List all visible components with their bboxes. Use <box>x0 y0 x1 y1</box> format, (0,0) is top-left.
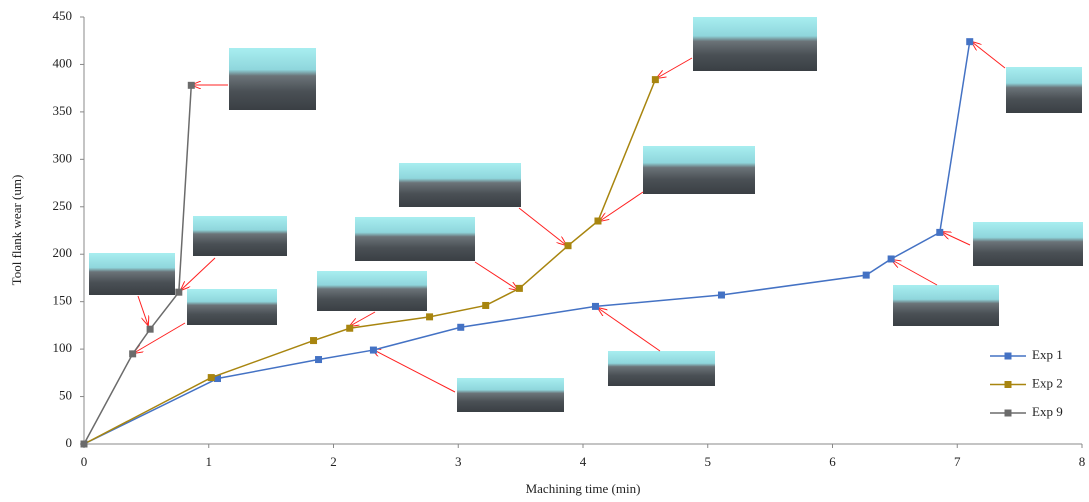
inset-image <box>399 163 521 207</box>
arrow <box>372 349 455 392</box>
arrow <box>892 260 937 285</box>
inset-image <box>643 146 755 194</box>
y-tick-label: 300 <box>53 150 73 165</box>
data-point <box>315 356 322 363</box>
data-point <box>516 285 523 292</box>
inset-image <box>355 217 475 261</box>
arrow <box>942 232 970 245</box>
legend-marker <box>1005 353 1012 360</box>
data-point <box>863 272 870 279</box>
data-point <box>175 289 182 296</box>
x-tick-label: 5 <box>705 454 712 469</box>
inset-image <box>89 253 175 295</box>
data-point <box>310 337 317 344</box>
data-point <box>208 374 215 381</box>
data-point <box>482 302 489 309</box>
x-tick-label: 8 <box>1079 454 1086 469</box>
data-point <box>129 350 136 357</box>
inset-image <box>608 351 715 386</box>
y-tick-label: 150 <box>53 293 73 308</box>
data-point <box>592 303 599 310</box>
x-axis-label: Machining time (min) <box>526 481 641 496</box>
x-tick-label: 2 <box>330 454 337 469</box>
y-tick-label: 50 <box>59 388 72 403</box>
inset-image <box>187 289 277 325</box>
arrow <box>350 312 375 326</box>
data-point <box>370 347 377 354</box>
inset-image <box>317 271 427 311</box>
arrow <box>181 258 215 290</box>
arrow <box>972 42 1005 68</box>
arrow <box>134 323 185 353</box>
data-point <box>565 242 572 249</box>
inset-image <box>973 222 1083 266</box>
inset-image <box>893 285 999 326</box>
data-point <box>457 324 464 331</box>
x-tick-label: 4 <box>580 454 587 469</box>
arrow <box>598 308 660 351</box>
data-point <box>81 441 88 448</box>
x-tick-label: 7 <box>954 454 961 469</box>
y-tick-label: 250 <box>53 198 73 213</box>
arrow <box>657 58 692 78</box>
y-tick-label: 350 <box>53 103 73 118</box>
inset-image <box>457 378 564 412</box>
x-tick-label: 6 <box>829 454 836 469</box>
inset-image <box>229 48 316 110</box>
x-tick-label: 1 <box>206 454 213 469</box>
arrow <box>475 262 518 290</box>
data-point <box>147 326 154 333</box>
data-point <box>936 229 943 236</box>
data-point <box>888 255 895 262</box>
data-point <box>346 325 353 332</box>
y-tick-label: 400 <box>53 55 73 70</box>
y-tick-label: 450 <box>53 8 73 23</box>
arrow <box>600 192 643 221</box>
y-tick-label: 100 <box>53 340 73 355</box>
data-point <box>594 218 601 225</box>
data-point <box>188 82 195 89</box>
legend-marker <box>1005 381 1012 388</box>
legend-label: Exp 2 <box>1032 375 1063 390</box>
arrow <box>519 208 566 245</box>
y-tick-label: 0 <box>66 435 73 450</box>
chart: Machining time (min) Tool flank wear (um… <box>0 0 1089 502</box>
inset-image <box>1006 67 1082 113</box>
data-point <box>718 292 725 299</box>
x-tick-label: 0 <box>81 454 88 469</box>
legend-label: Exp 1 <box>1032 347 1063 362</box>
inset-image <box>193 216 287 256</box>
inset-image <box>693 17 817 71</box>
y-axis-label: Tool flank wear (um) <box>9 175 24 286</box>
legend-label: Exp 9 <box>1032 404 1063 419</box>
data-point <box>966 38 973 45</box>
arrow <box>138 296 148 325</box>
y-tick-label: 200 <box>53 245 73 260</box>
micrograph-insets <box>89 17 1083 412</box>
data-point <box>426 313 433 320</box>
data-point <box>652 76 659 83</box>
x-tick-label: 3 <box>455 454 462 469</box>
legend-marker <box>1005 410 1012 417</box>
